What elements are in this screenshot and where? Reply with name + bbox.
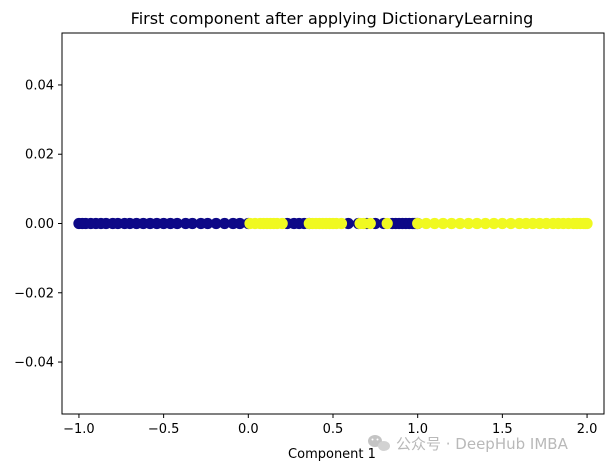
data-point [276,217,288,230]
y-axis-ticks: −0.04 −0.02 0.00 0.02 0.04 [14,78,62,371]
data-point [471,217,483,230]
data-point [219,217,231,230]
x-tick-label: 0.0 [238,422,259,437]
chart-title: First component after applying Dictionar… [131,9,534,28]
data-point [335,217,348,230]
data-point [171,217,183,230]
series-1 [244,217,593,230]
data-point [381,217,393,230]
data-point [429,217,441,230]
watermark-text: 公众号 · DeepHub IMBA [396,435,569,453]
data-point [210,217,222,230]
data-point [488,217,500,230]
x-axis-label: Component 1 [288,447,376,462]
data-point [412,217,424,230]
x-tick-label: −1.0 [63,422,95,437]
x-axis-ticks: −1.0 −0.5 0.0 0.5 1.0 1.5 2.0 [63,414,597,437]
data-point [496,217,508,230]
x-tick-label: 0.5 [323,422,344,437]
plot-area [61,32,605,415]
data-point [420,217,432,230]
data-point [479,217,492,230]
data-point [445,217,458,230]
x-tick-label: 1.0 [407,422,428,437]
data-point [462,217,475,230]
x-tick-label: 1.5 [492,422,513,437]
data-point [437,217,449,230]
x-tick-label: −0.5 [148,422,180,437]
data-point [234,217,246,230]
y-tick-label: −0.04 [14,356,54,371]
y-tick-label: 0.00 [25,217,54,232]
x-tick-label: 2.0 [577,422,598,437]
y-tick-label: 0.04 [25,78,54,93]
wechat-icon [368,435,390,451]
data-point [581,217,593,230]
data-point [364,217,376,230]
data-point [202,217,214,230]
y-tick-label: 0.02 [25,148,54,163]
data-point [505,217,517,230]
y-tick-label: −0.02 [14,286,54,301]
data-point [186,217,199,230]
watermark: 公众号 · DeepHub IMBA [368,435,569,453]
data-point [454,217,466,230]
